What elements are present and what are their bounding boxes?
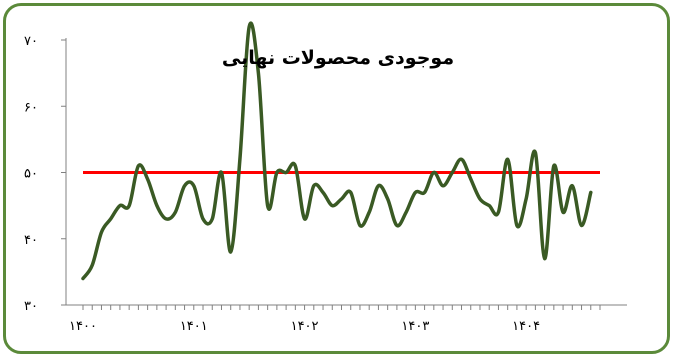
- y-tick-label: ۵۰: [24, 167, 38, 182]
- x-tick-label: ۱۴۰۳: [401, 319, 429, 334]
- y-tick-label: ۳۰: [24, 299, 38, 314]
- x-tick-label: ۱۴۰۴: [512, 319, 540, 334]
- y-tick-label: ۴۰: [24, 233, 38, 248]
- y-tick-label: ۶۰: [24, 100, 38, 115]
- series-line: [81, 21, 593, 281]
- x-tick-label: ۱۴۰۲: [291, 319, 319, 334]
- x-tick-label: ۱۴۰۱: [180, 319, 208, 334]
- y-tick-label: ۷۰: [24, 34, 38, 49]
- x-tick-label: ۱۴۰۰: [69, 319, 97, 334]
- chart-title: موجودی محصولات نهایی: [222, 47, 454, 69]
